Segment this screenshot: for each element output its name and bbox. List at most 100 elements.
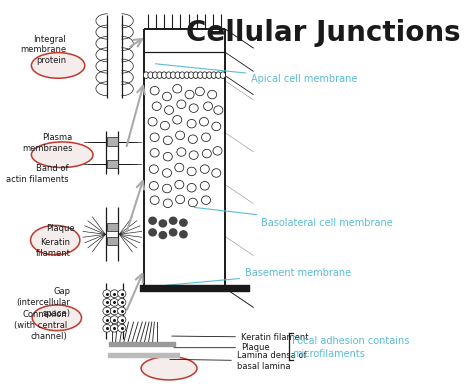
Circle shape (118, 290, 126, 298)
Circle shape (173, 115, 182, 124)
Text: Focal adhesion contains
microfilaments: Focal adhesion contains microfilaments (292, 336, 410, 359)
Ellipse shape (162, 72, 167, 79)
Circle shape (189, 104, 198, 113)
Ellipse shape (166, 72, 171, 79)
Ellipse shape (141, 357, 197, 380)
Circle shape (187, 167, 196, 176)
Ellipse shape (175, 72, 180, 79)
Circle shape (175, 195, 185, 204)
Circle shape (187, 119, 196, 128)
Circle shape (110, 325, 118, 332)
Text: Apical cell membrane: Apical cell membrane (155, 64, 357, 84)
Circle shape (118, 298, 126, 306)
Circle shape (203, 102, 212, 111)
Ellipse shape (31, 142, 93, 168)
Circle shape (149, 229, 156, 236)
Circle shape (189, 151, 198, 160)
Circle shape (201, 133, 210, 142)
Text: Integral
membrane
protein: Integral membrane protein (20, 35, 66, 65)
Text: Cellular Junctions: Cellular Junctions (186, 19, 460, 47)
Ellipse shape (202, 72, 208, 79)
Text: Basement membrane: Basement membrane (165, 268, 351, 285)
Text: Band of
actin filaments: Band of actin filaments (6, 164, 68, 184)
Circle shape (187, 183, 196, 192)
Circle shape (152, 102, 161, 111)
Circle shape (188, 198, 197, 207)
Circle shape (180, 219, 187, 226)
Circle shape (148, 117, 157, 126)
Circle shape (175, 180, 184, 189)
Text: Basolateral cell membrane: Basolateral cell membrane (194, 208, 393, 228)
Circle shape (212, 169, 221, 177)
Circle shape (202, 149, 211, 158)
Circle shape (118, 307, 126, 315)
Circle shape (175, 131, 185, 140)
Text: Plaque: Plaque (174, 343, 270, 352)
Ellipse shape (193, 72, 199, 79)
Text: Plaque: Plaque (46, 224, 74, 233)
Circle shape (118, 325, 126, 332)
Circle shape (118, 316, 126, 323)
Ellipse shape (189, 72, 194, 79)
Bar (107, 160, 118, 168)
Ellipse shape (32, 305, 82, 331)
Circle shape (200, 165, 210, 173)
Circle shape (103, 298, 111, 306)
Circle shape (103, 290, 111, 298)
Ellipse shape (220, 72, 226, 79)
Circle shape (149, 181, 158, 190)
Circle shape (160, 121, 169, 130)
Circle shape (180, 231, 187, 238)
Ellipse shape (153, 72, 158, 79)
Text: Lamina densa of
basal lamina: Lamina densa of basal lamina (170, 351, 307, 371)
Ellipse shape (30, 225, 80, 255)
Circle shape (163, 199, 173, 208)
Text: Connexion
(with central
channel): Connexion (with central channel) (14, 310, 67, 341)
Circle shape (150, 196, 159, 204)
Ellipse shape (171, 72, 176, 79)
Circle shape (150, 149, 159, 157)
Ellipse shape (211, 72, 217, 79)
Circle shape (185, 90, 194, 99)
Circle shape (173, 84, 182, 93)
Ellipse shape (157, 72, 162, 79)
Text: Plasma
membranes: Plasma membranes (22, 133, 73, 153)
Circle shape (163, 152, 173, 161)
Text: Keratin
filament: Keratin filament (36, 238, 71, 258)
Ellipse shape (148, 72, 153, 79)
Circle shape (149, 217, 156, 224)
Circle shape (177, 148, 186, 156)
Circle shape (163, 136, 173, 145)
Circle shape (195, 87, 204, 96)
Circle shape (163, 169, 172, 177)
Circle shape (103, 316, 111, 323)
Circle shape (200, 181, 210, 190)
Circle shape (150, 86, 159, 95)
Circle shape (110, 290, 118, 298)
Circle shape (103, 307, 111, 315)
Circle shape (110, 316, 118, 323)
Circle shape (177, 100, 186, 109)
Ellipse shape (216, 72, 221, 79)
Circle shape (200, 117, 209, 126)
Bar (107, 237, 118, 245)
Ellipse shape (180, 72, 185, 79)
Ellipse shape (184, 72, 190, 79)
Circle shape (110, 307, 118, 315)
Circle shape (212, 122, 221, 131)
Bar (107, 223, 118, 231)
Circle shape (110, 298, 118, 306)
Ellipse shape (31, 53, 85, 78)
Ellipse shape (143, 72, 149, 79)
Circle shape (150, 133, 159, 142)
Circle shape (169, 229, 177, 236)
Circle shape (201, 196, 210, 204)
Circle shape (208, 90, 217, 99)
Circle shape (164, 106, 173, 114)
Circle shape (163, 184, 172, 193)
Circle shape (188, 135, 197, 143)
Circle shape (103, 325, 111, 332)
Circle shape (159, 220, 166, 227)
Circle shape (169, 217, 177, 224)
Circle shape (149, 165, 158, 173)
